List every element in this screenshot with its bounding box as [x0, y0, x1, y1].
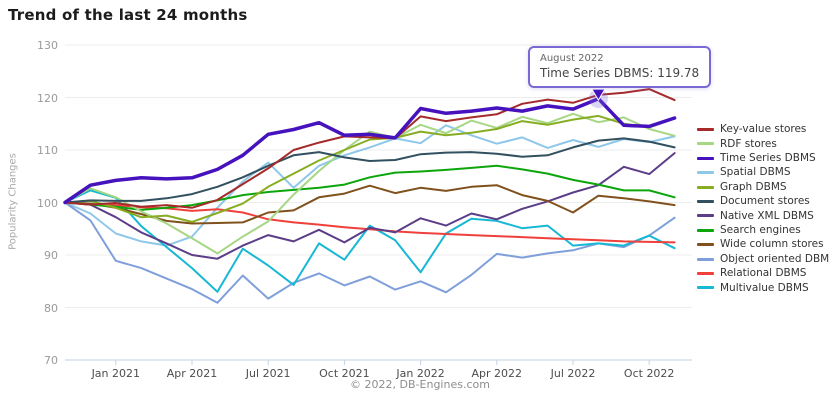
series-line[interactable]: [64, 137, 676, 204]
legend-label: Wide column stores: [720, 238, 824, 251]
tooltip-series-value: Time Series DBMS: 119.78: [540, 66, 700, 80]
series-line[interactable]: [64, 88, 676, 209]
legend-label: Relational DBMS: [720, 267, 807, 280]
legend-label: Spatial DBMS: [720, 166, 791, 179]
y-tick-label: 130: [37, 39, 58, 52]
hover-tooltip: August 2022 Time Series DBMS: 119.78: [528, 46, 712, 88]
x-tick-label: Jan 2022: [396, 367, 445, 380]
legend-label: Time Series DBMS: [720, 152, 816, 165]
y-tick-label: 100: [37, 196, 58, 210]
legend-item[interactable]: RDF stores: [697, 138, 830, 149]
legend-color-swatch: [697, 128, 714, 131]
y-axis-label: Popularity Changes: [7, 153, 19, 250]
legend-color-swatch: [697, 257, 714, 261]
legend-label: Native XML DBMS: [720, 209, 814, 222]
legend-color-swatch: [697, 171, 714, 175]
series-line[interactable]: [64, 152, 676, 260]
legend-color-swatch: [697, 271, 714, 275]
legend-item[interactable]: Relational DBMS: [697, 268, 830, 279]
legend-item[interactable]: Wide column stores: [697, 239, 830, 250]
series-line[interactable]: [64, 201, 676, 304]
legend-color-swatch: [697, 142, 714, 146]
series-line[interactable]: [64, 164, 676, 211]
y-tick-label: 80: [44, 301, 58, 315]
x-tick-label: Jul 2021: [245, 367, 291, 380]
y-tick-label: 110: [37, 144, 58, 157]
x-tick-label: Jul 2022: [550, 367, 596, 380]
series-line[interactable]: [64, 189, 676, 293]
x-tick-label: Oct 2021: [319, 367, 370, 380]
legend-item[interactable]: Spatial DBMS: [697, 167, 830, 178]
legend-item[interactable]: Key-value stores: [697, 124, 830, 135]
y-tick-label: 70: [44, 354, 58, 367]
legend-color-swatch: [697, 185, 714, 189]
series-line[interactable]: [64, 184, 676, 225]
tooltip-date: August 2022: [540, 53, 604, 64]
legend-item[interactable]: Graph DBMS: [697, 182, 830, 193]
series-line[interactable]: [64, 114, 676, 223]
series-line[interactable]: [63, 96, 677, 205]
selected-point-marker-icon[interactable]: [591, 88, 606, 102]
legend-label: Key-value stores: [720, 123, 807, 136]
legend-item[interactable]: Time Series DBMS: [697, 153, 830, 164]
legend-label: Search engines: [720, 223, 801, 236]
legend-label: RDF stores: [720, 137, 777, 150]
legend-color-swatch: [697, 228, 714, 232]
y-tick-label: 120: [37, 91, 58, 105]
legend-label: Document stores: [720, 195, 810, 208]
x-tick-label: Jan 2021: [91, 367, 141, 380]
legend-label: Multivalue DBMS: [720, 281, 809, 294]
legend-item[interactable]: Search engines: [697, 225, 830, 236]
legend-label: Graph DBMS: [720, 180, 787, 193]
copyright-footer: © 2022, DB-Engines.com: [350, 378, 490, 391]
series-line[interactable]: [64, 124, 676, 247]
x-tick-label: Apr 2021: [166, 367, 218, 380]
legend-item[interactable]: Document stores: [697, 196, 830, 207]
legend-color-swatch: [697, 286, 714, 290]
series-line[interactable]: [64, 112, 676, 255]
page-title: Trend of the last 24 months: [8, 6, 248, 24]
legend-color-swatch: [697, 243, 714, 247]
x-tick-label: Apr 2022: [471, 367, 523, 380]
legend-color-swatch: [697, 199, 714, 203]
legend-color-swatch: [697, 156, 714, 160]
x-tick-label: Oct 2022: [623, 367, 675, 380]
legend-label: Object oriented DBMS: [720, 252, 830, 265]
chart-legend: Key-value stores RDF stores Time Series DB…: [697, 124, 830, 297]
legend-item[interactable]: Multivalue DBMS: [697, 282, 830, 293]
legend-item[interactable]: Object oriented DBMS: [697, 254, 830, 265]
legend-color-swatch: [697, 214, 714, 218]
y-tick-label: 90: [44, 249, 58, 262]
legend-item[interactable]: Native XML DBMS: [697, 210, 830, 221]
